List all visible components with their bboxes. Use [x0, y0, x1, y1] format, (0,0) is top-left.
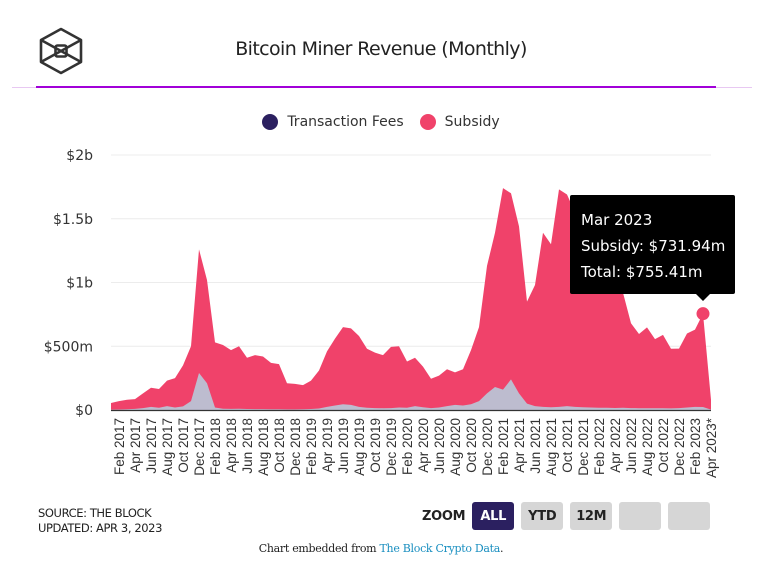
x-tick-label: Feb 2022 — [592, 418, 607, 475]
zoom-12m-button[interactable]: 12M — [570, 502, 613, 530]
tooltip: Mar 2023 Subsidy: $731.94m Total: $755.4… — [570, 195, 735, 301]
x-tick-label: Oct 2018 — [272, 418, 287, 473]
x-tick-label: Oct 2021 — [560, 418, 575, 473]
x-tick-label: Feb 2018 — [208, 418, 223, 475]
zoom-button-blank-2[interactable] — [668, 502, 711, 530]
x-tick-label: Apr 2017 — [128, 418, 143, 473]
y-tick-label: $500m — [44, 339, 93, 355]
x-tick-label: Apr 2019 — [320, 418, 335, 473]
x-tick-label: Jun 2019 — [336, 418, 351, 474]
x-tick-label: Apr 2023* — [704, 417, 719, 478]
x-tick-label: Apr 2021 — [512, 418, 527, 473]
x-tick-label: Jun 2020 — [432, 418, 447, 474]
x-tick-label: Apr 2020 — [416, 418, 431, 473]
x-tick-label: Feb 2017 — [112, 418, 127, 475]
embed-suffix: . — [500, 542, 504, 555]
x-tick-label: Aug 2018 — [256, 418, 271, 476]
legend-dot-icon — [262, 114, 279, 130]
zoom-label: ZOOM — [422, 508, 466, 524]
legend: Transaction Fees Subsidy — [0, 114, 762, 130]
x-tick-label: Oct 2017 — [176, 418, 191, 473]
x-tick-label: Oct 2020 — [464, 418, 479, 473]
chart-title: Bitcoin Miner Revenue (Monthly) — [235, 38, 527, 60]
x-tick-label: Apr 2018 — [224, 418, 239, 473]
x-tick-label: Apr 2022 — [608, 418, 623, 473]
x-tick-label: Oct 2022 — [656, 418, 671, 473]
source-label: SOURCE: THE BLOCK — [38, 506, 152, 520]
x-tick-label: Dec 2021 — [576, 418, 591, 476]
legend-item-subsidy[interactable]: Subsidy — [419, 114, 500, 130]
x-tick-label: Dec 2018 — [288, 418, 303, 476]
x-tick-label: Feb 2021 — [496, 418, 511, 475]
zoom-ytd-button[interactable]: YTD — [521, 502, 564, 530]
x-tick-label: Dec 2017 — [192, 418, 207, 476]
tooltip-subsidy: Subsidy: $731.94m — [581, 237, 726, 255]
x-tick-label: Aug 2019 — [352, 418, 367, 476]
highlight-point — [696, 307, 710, 321]
x-tick-label: Dec 2019 — [384, 418, 399, 476]
zoom-controls: ZOOM ALL YTD 12M — [422, 502, 717, 530]
x-tick-label: Aug 2017 — [160, 418, 175, 476]
embed-prefix: Chart embedded from — [258, 542, 380, 555]
x-tick-label: Feb 2020 — [400, 418, 415, 475]
area-chart[interactable]: $0$500m$1b$1.5b$2b Feb 2017 Apr 2017 Jun 2… — [0, 0, 762, 500]
tooltip-total: Total: $755.41m — [581, 263, 703, 281]
zoom-all-button[interactable]: ALL — [472, 502, 515, 530]
x-tick-label: Dec 2020 — [480, 418, 495, 476]
legend-label: Subsidy — [444, 114, 500, 130]
source-info: SOURCE: THE BLOCK UPDATED: APR 3, 2023 — [38, 506, 162, 536]
x-tick-label: Jun 2018 — [240, 418, 255, 474]
y-tick-label: $1.5b — [53, 212, 93, 228]
embed-link[interactable]: The Block Crypto Data — [379, 542, 501, 555]
y-tick-label: $2b — [66, 148, 93, 164]
y-tick-label: $1b — [66, 276, 93, 292]
x-tick-label: Dec 2022 — [672, 418, 687, 476]
x-tick-label: Feb 2023 — [688, 418, 703, 475]
subsidy-area — [111, 188, 711, 410]
updated-label: UPDATED: APR 3, 2023 — [38, 521, 162, 535]
legend-label: Transaction Fees — [287, 114, 404, 130]
zoom-button-blank-1[interactable] — [619, 502, 662, 530]
x-tick-label: Jun 2017 — [144, 418, 159, 474]
legend-item-transaction-fees[interactable]: Transaction Fees — [262, 114, 404, 130]
the-block-logo-icon[interactable] — [36, 26, 86, 76]
x-tick-label: Aug 2020 — [448, 418, 463, 476]
legend-dot-icon — [419, 114, 436, 130]
x-tick-label: Feb 2019 — [304, 418, 319, 475]
x-tick-label: Jun 2022 — [624, 418, 639, 474]
y-tick-label: $0 — [75, 403, 93, 419]
x-tick-label: Jun 2021 — [528, 418, 543, 474]
header-divider — [36, 86, 716, 88]
embed-credit: Chart embedded from The Block Crypto Dat… — [0, 542, 762, 555]
tooltip-date: Mar 2023 — [581, 211, 653, 229]
x-tick-label: Aug 2022 — [640, 418, 655, 476]
x-tick-label: Aug 2021 — [544, 418, 559, 476]
x-tick-label: Oct 2019 — [368, 418, 383, 473]
